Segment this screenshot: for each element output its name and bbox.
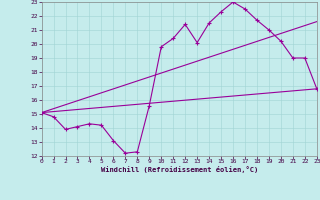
X-axis label: Windchill (Refroidissement éolien,°C): Windchill (Refroidissement éolien,°C) (100, 166, 258, 173)
